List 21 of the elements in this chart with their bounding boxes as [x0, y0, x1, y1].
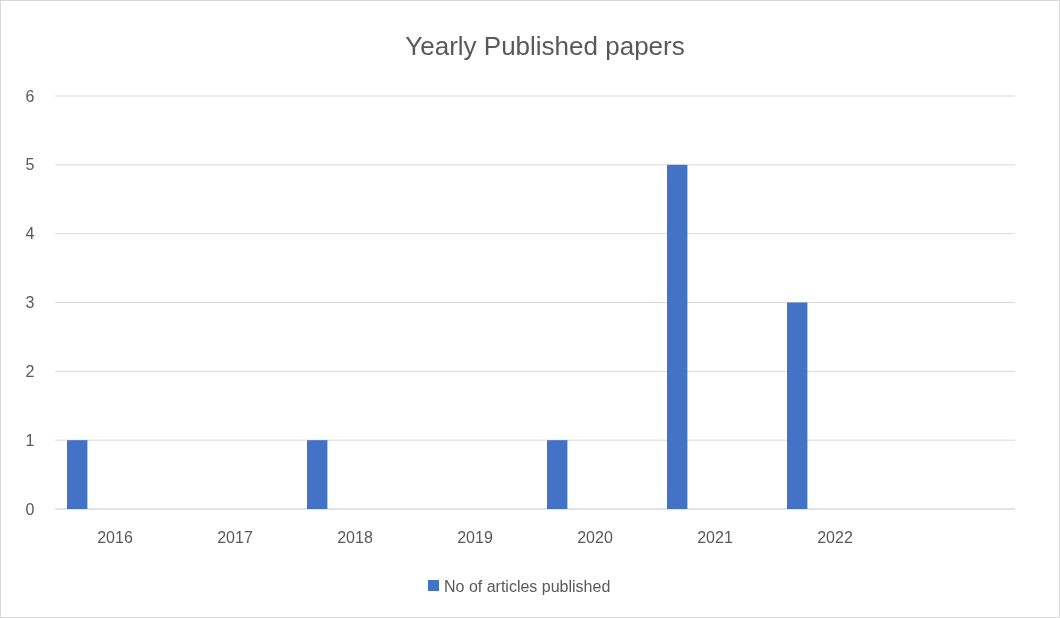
x-tick-label: 2021	[697, 529, 733, 546]
bar	[667, 164, 688, 509]
y-tick-label: 4	[25, 225, 35, 243]
y-tick-label: 5	[25, 156, 35, 174]
bar	[307, 440, 328, 509]
y-tick-label: 6	[25, 87, 35, 105]
x-tick-label: 2022	[817, 529, 853, 546]
chart-title: Yearly Published papers	[405, 31, 685, 61]
y-tick-label: 3	[25, 294, 35, 312]
y-tick-label: 2	[25, 362, 35, 380]
bar	[787, 302, 808, 509]
x-tick-label: 2016	[97, 529, 133, 546]
x-tick-label: 2019	[457, 529, 493, 546]
x-tick-label: 2018	[337, 529, 373, 546]
legend-label: No of articles published	[444, 577, 611, 595]
y-tick-label: 0	[25, 500, 35, 518]
bar	[67, 440, 88, 509]
bar	[547, 440, 568, 509]
x-tick-label: 2020	[577, 529, 613, 546]
x-tick-label: 2017	[217, 529, 253, 546]
y-tick-label: 1	[25, 431, 35, 449]
